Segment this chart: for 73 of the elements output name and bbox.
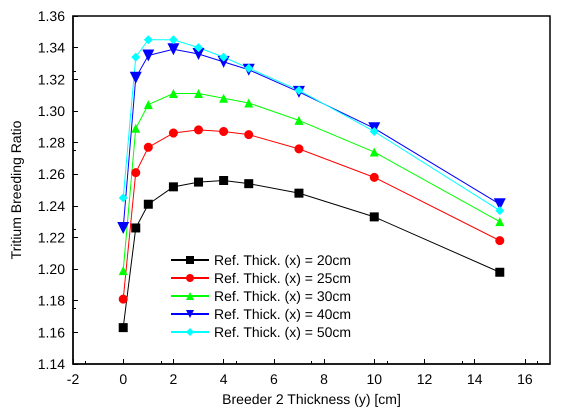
legend-label: Ref. Thick. (x) = 25cm bbox=[214, 270, 352, 286]
point bbox=[194, 43, 204, 52]
y-tick-label: 1.16 bbox=[38, 324, 66, 340]
y-tick-label: 1.32 bbox=[38, 71, 66, 88]
point bbox=[168, 35, 178, 44]
point bbox=[144, 100, 153, 110]
x-tick-label: 10 bbox=[366, 371, 382, 387]
legend-label: Ref. Thick. (x) = 50cm bbox=[214, 324, 352, 340]
y-tick-label: 1.14 bbox=[38, 356, 66, 372]
x-tick-label: 6 bbox=[270, 371, 278, 387]
y-tick-label: 1.30 bbox=[38, 102, 66, 119]
point bbox=[495, 236, 504, 246]
point bbox=[495, 217, 504, 226]
legend-label: Ref. Thick. (x) = 40cm bbox=[214, 306, 352, 322]
point bbox=[118, 193, 128, 202]
point bbox=[131, 168, 140, 178]
point bbox=[219, 94, 228, 103]
point bbox=[131, 223, 140, 232]
point bbox=[117, 222, 130, 234]
point bbox=[118, 294, 128, 304]
point bbox=[168, 89, 178, 98]
point bbox=[130, 72, 142, 84]
point bbox=[219, 176, 228, 186]
point bbox=[294, 86, 304, 95]
y-tick-label: 1.20 bbox=[38, 261, 66, 278]
y-tick-label: 1.28 bbox=[38, 134, 66, 151]
point bbox=[194, 178, 204, 187]
point bbox=[244, 98, 254, 108]
point bbox=[370, 148, 379, 157]
point bbox=[370, 212, 379, 222]
y-tick-label: 1.18 bbox=[38, 292, 66, 309]
x-tick-label: 8 bbox=[320, 371, 328, 387]
point bbox=[131, 124, 140, 133]
point bbox=[219, 126, 228, 136]
point bbox=[118, 266, 128, 276]
y-tick-label: 1.22 bbox=[38, 229, 66, 246]
point bbox=[244, 130, 254, 140]
point bbox=[131, 52, 140, 62]
legend-label: Ref. Thick. (x) = 20cm bbox=[214, 252, 352, 268]
x-tick-label: 2 bbox=[170, 371, 178, 387]
point bbox=[495, 268, 504, 277]
point bbox=[144, 200, 153, 209]
point bbox=[370, 126, 379, 136]
point bbox=[194, 89, 204, 98]
x-tick-label: 12 bbox=[416, 371, 432, 387]
point bbox=[294, 188, 304, 198]
point bbox=[219, 52, 228, 62]
x-axis-title: Breeder 2 Thickness (y) [cm] bbox=[222, 391, 401, 407]
y-tick-label: 1.26 bbox=[38, 166, 66, 182]
point bbox=[168, 128, 178, 138]
x-tick-label: 16 bbox=[517, 371, 533, 387]
y-tick-label: 1.24 bbox=[38, 198, 66, 214]
point bbox=[294, 116, 304, 125]
point bbox=[144, 35, 153, 44]
point bbox=[244, 64, 254, 73]
point bbox=[244, 179, 254, 188]
y-tick-label: 1.36 bbox=[38, 8, 66, 24]
point bbox=[118, 323, 128, 332]
point bbox=[167, 43, 180, 56]
point bbox=[294, 144, 304, 154]
x-tick-label: 0 bbox=[119, 371, 128, 387]
point bbox=[495, 206, 504, 216]
point bbox=[370, 172, 379, 182]
point bbox=[142, 50, 154, 62]
y-axis-title: Tritium Breeding Ratio bbox=[8, 120, 24, 260]
point bbox=[144, 142, 153, 152]
x-tick-label: -2 bbox=[66, 371, 80, 387]
legend-label: Ref. Thick. (x) = 30cm bbox=[214, 288, 352, 304]
x-tick-label: 14 bbox=[466, 371, 483, 387]
x-tick-label: 4 bbox=[220, 371, 228, 387]
y-tick-label: 1.34 bbox=[38, 40, 66, 56]
point bbox=[194, 125, 204, 134]
point bbox=[168, 182, 178, 192]
